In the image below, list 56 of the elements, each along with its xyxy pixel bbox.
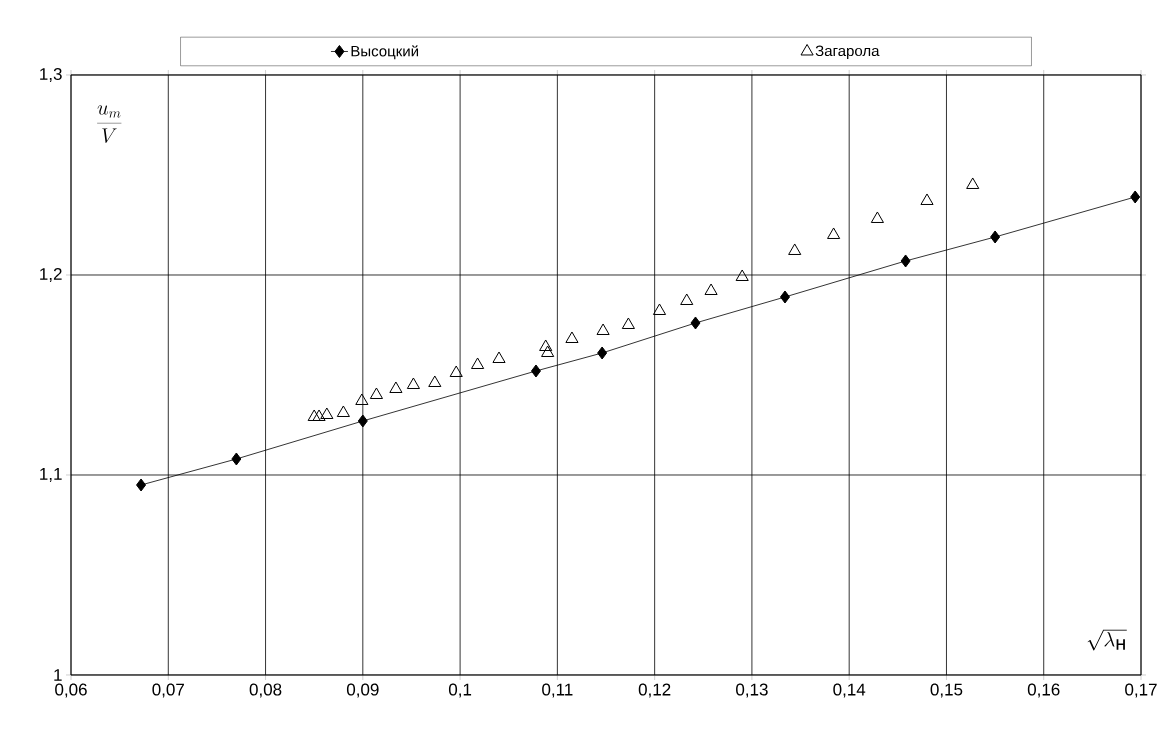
point bbox=[355, 393, 369, 405]
y-tick-label: 1,1 bbox=[40, 468, 62, 482]
point bbox=[539, 339, 553, 351]
x-tick-label: 0,12 bbox=[638, 683, 671, 698]
point bbox=[312, 409, 326, 421]
point bbox=[136, 478, 147, 492]
point bbox=[652, 303, 667, 315]
point bbox=[680, 293, 694, 305]
y-axis-title: $\frac{u_m}{V}$ bbox=[97, 105, 122, 143]
x-tick-label: 0,06 bbox=[55, 683, 87, 698]
point bbox=[704, 283, 718, 295]
point bbox=[870, 211, 884, 223]
point bbox=[471, 357, 485, 369]
point bbox=[596, 323, 610, 335]
legend-label: Высоцкий bbox=[351, 45, 419, 60]
x-tick-label: 0,1 bbox=[448, 683, 472, 698]
point bbox=[565, 331, 579, 343]
point bbox=[428, 375, 442, 387]
y-tick-label: 1 bbox=[54, 669, 62, 681]
x-tick-label: 0,17 bbox=[1125, 683, 1157, 698]
point bbox=[690, 316, 701, 330]
point bbox=[530, 364, 541, 378]
x-tick-label: 0,15 bbox=[930, 683, 963, 698]
point bbox=[788, 243, 802, 255]
point bbox=[735, 269, 749, 281]
legend-label: Загарола bbox=[815, 45, 880, 60]
x-tick-label: 0,11 bbox=[542, 683, 573, 698]
x-tick-label: 0,09 bbox=[346, 683, 379, 698]
x-axis-title: $\sqrt{\lambda_{\mbox{н}}}$ bbox=[1087, 629, 1127, 651]
x-tick-label: 0,07 bbox=[152, 683, 184, 698]
x-tick-label: 0,08 bbox=[249, 683, 282, 698]
y-tick-label: 1,2 bbox=[40, 267, 62, 282]
point bbox=[827, 227, 841, 239]
point bbox=[389, 381, 403, 393]
x-tick-label: 0,14 bbox=[833, 683, 866, 698]
point bbox=[900, 254, 911, 268]
point bbox=[231, 452, 242, 466]
x-tick-label: 0,13 bbox=[736, 683, 768, 698]
point bbox=[621, 317, 635, 329]
point bbox=[492, 351, 506, 363]
point bbox=[779, 290, 790, 304]
point bbox=[406, 377, 420, 389]
point bbox=[1130, 190, 1141, 204]
point bbox=[541, 345, 555, 357]
point bbox=[336, 405, 350, 417]
point bbox=[449, 365, 463, 377]
y-tick-label: 1,3 bbox=[40, 67, 62, 82]
point bbox=[597, 346, 608, 360]
point bbox=[357, 414, 368, 428]
point bbox=[307, 409, 321, 421]
point bbox=[990, 230, 1001, 244]
point bbox=[369, 387, 384, 399]
x-tick-label: 0,16 bbox=[1027, 683, 1060, 698]
point bbox=[920, 193, 934, 205]
point bbox=[320, 407, 334, 419]
point bbox=[966, 177, 980, 189]
